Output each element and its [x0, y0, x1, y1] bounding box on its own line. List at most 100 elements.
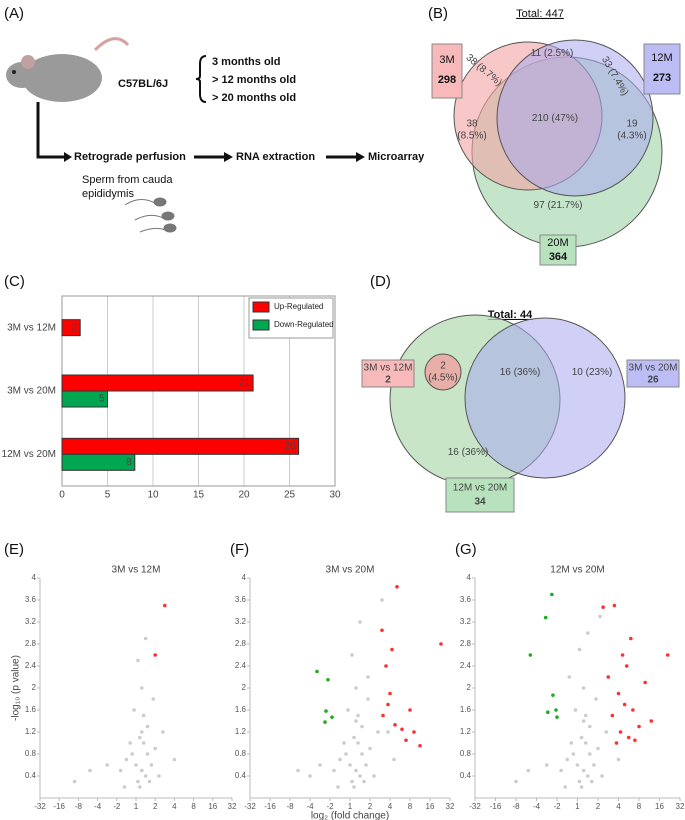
- point: [342, 741, 346, 745]
- panel-label: (G): [455, 541, 477, 558]
- point: [145, 752, 150, 756]
- point: [153, 653, 157, 657]
- point: [360, 724, 364, 729]
- point: [526, 768, 531, 773]
- point: [145, 724, 150, 729]
- point: [384, 664, 388, 668]
- set-count: 2: [385, 375, 391, 386]
- point: [649, 719, 654, 723]
- point: [388, 691, 392, 696]
- x-tick-label: -8: [286, 802, 294, 811]
- point: [569, 741, 574, 745]
- set-box: [445, 477, 515, 513]
- point: [395, 585, 399, 589]
- point: [551, 693, 555, 697]
- x-tick-label: 16: [208, 802, 217, 811]
- set-name: 20M: [547, 237, 568, 249]
- region-count: 2: [440, 361, 446, 372]
- set-box: [431, 43, 463, 99]
- brace: [195, 55, 207, 103]
- arrow-head: [64, 152, 72, 162]
- set-count: 298: [438, 74, 456, 86]
- y-tick-label: 3.6: [235, 595, 247, 604]
- y-tick-label: 4: [467, 573, 472, 582]
- region-label: 16 (36%): [500, 367, 541, 378]
- x-tick-label: -2: [553, 802, 561, 811]
- sperm-icon: [124, 197, 177, 233]
- point: [594, 697, 598, 701]
- point: [141, 741, 146, 745]
- point: [633, 738, 637, 743]
- region-pct: (4.3%): [617, 131, 646, 142]
- venn-set: [464, 317, 626, 479]
- point: [555, 715, 559, 719]
- y-tick-label: 2: [242, 683, 247, 692]
- y-tick-label: 3.2: [235, 617, 247, 626]
- point: [544, 763, 549, 767]
- point: [143, 636, 148, 641]
- point: [601, 605, 605, 609]
- y-tick-label: 3M vs 12M: [7, 322, 56, 333]
- point: [622, 702, 627, 707]
- set-name: 3M vs 20M: [629, 363, 678, 374]
- point: [380, 598, 384, 602]
- point: [172, 757, 177, 762]
- y-axis-title: -log₁₀ (p value): [11, 655, 22, 721]
- x-tick-label: -4: [306, 802, 314, 811]
- point: [122, 785, 127, 789]
- x-tick-label: 32: [228, 802, 237, 811]
- point: [346, 708, 350, 712]
- point: [362, 779, 366, 784]
- region-pct: (4.5%): [428, 373, 457, 384]
- x-tick-label: 4: [172, 802, 177, 811]
- point: [565, 757, 570, 762]
- panel-label: (D): [370, 273, 391, 290]
- point: [631, 708, 635, 712]
- set-box: [539, 234, 577, 266]
- x-tick-label: 4: [388, 802, 393, 811]
- x-tick-label: -8: [512, 802, 520, 811]
- point: [147, 779, 152, 784]
- value-label: 5: [99, 394, 105, 405]
- strain: C57BL/6J: [118, 78, 168, 90]
- point: [588, 752, 592, 756]
- x-tick-label: 30: [329, 490, 341, 501]
- set-name: 12M: [651, 52, 672, 64]
- y-tick-label: 2.8: [25, 639, 37, 648]
- point: [571, 752, 576, 756]
- x-tick-label: 2: [153, 802, 158, 811]
- y-tick-label: 1.6: [25, 705, 37, 714]
- set-count: 26: [647, 375, 659, 386]
- point: [356, 741, 360, 745]
- point: [105, 763, 109, 767]
- point: [330, 715, 334, 719]
- point: [575, 763, 580, 767]
- point: [88, 768, 92, 773]
- point: [296, 768, 300, 773]
- region-label: 11 (2.5%): [531, 48, 574, 59]
- x-tick-label: 10: [147, 490, 159, 501]
- panel-label: (B): [428, 5, 448, 22]
- point: [136, 658, 140, 663]
- x-tick-label: 16: [426, 802, 435, 811]
- x-tick-label: 25: [284, 490, 296, 501]
- point: [139, 730, 144, 734]
- point: [590, 779, 594, 784]
- x-tick-label: 8: [408, 802, 413, 811]
- region-count: 19: [626, 119, 638, 130]
- x-tick-label: 32: [446, 802, 455, 811]
- venn-total: Total: 447: [516, 8, 564, 20]
- legend-swatch: [252, 319, 270, 331]
- y-tick-label: 0.8: [460, 749, 472, 758]
- x-tick-label: 1: [134, 802, 139, 811]
- y-tick-label: 1.2: [460, 727, 472, 736]
- y-tick-label: 2: [467, 683, 472, 692]
- panel-label: (C): [4, 273, 25, 290]
- point: [366, 675, 370, 679]
- bar: [61, 319, 81, 337]
- x-tick-label: -32: [244, 802, 256, 811]
- point: [610, 713, 615, 718]
- set-name: 12M vs 20M: [453, 483, 507, 494]
- mouse-icon: [6, 37, 130, 102]
- point: [585, 774, 590, 778]
